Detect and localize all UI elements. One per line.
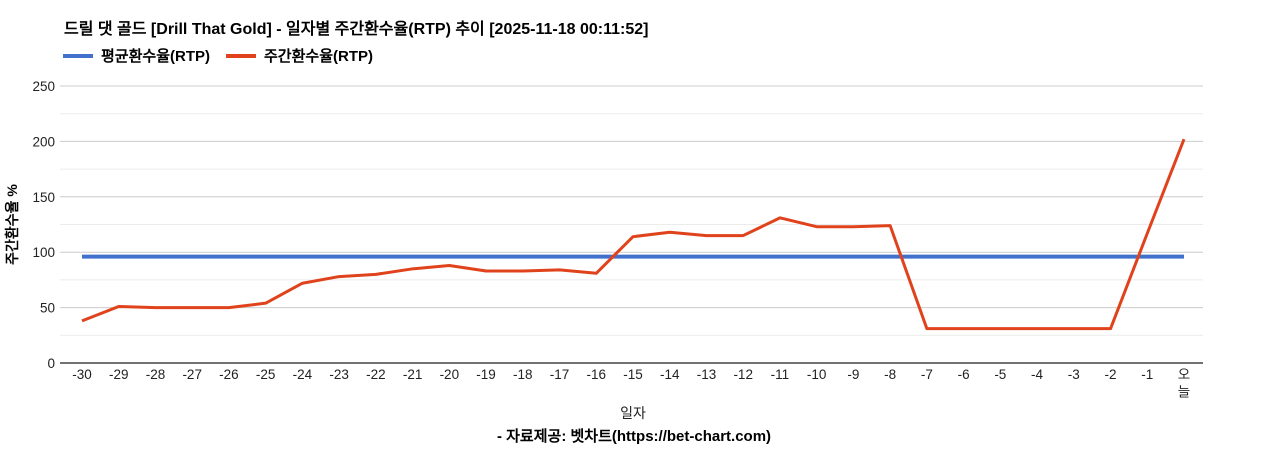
x-tick-label: -24 xyxy=(293,367,313,382)
x-axis-title: 일자 xyxy=(620,405,646,421)
legend: 평균환수율(RTP) 주간환수율(RTP) xyxy=(63,45,389,66)
x-tick-label: -28 xyxy=(146,367,166,382)
x-tick-label: -4 xyxy=(1031,367,1043,382)
x-tick-label: -29 xyxy=(109,367,129,382)
x-tick-label: -27 xyxy=(182,367,202,382)
x-tick-label: -16 xyxy=(587,367,607,382)
footer-credit: - 자료제공: 벳차트(https://bet-chart.com) xyxy=(496,428,772,445)
legend-item-weekly-rtp: 주간환수율(RTP) xyxy=(226,45,373,66)
x-tick-label: -17 xyxy=(550,367,570,382)
y-tick-label: 200 xyxy=(32,134,55,149)
x-tick-label: -23 xyxy=(329,367,349,382)
x-tick-label: -15 xyxy=(623,367,643,382)
x-tick-label: -30 xyxy=(72,367,92,382)
x-tick-label: -12 xyxy=(733,367,753,382)
y-tick-label: 0 xyxy=(47,356,55,371)
x-tick-label: -6 xyxy=(958,367,970,382)
x-tick-label: -7 xyxy=(921,367,933,382)
x-tick-label: -13 xyxy=(697,367,717,382)
x-tick-label: -11 xyxy=(771,367,790,382)
x-tick-label: -10 xyxy=(807,367,827,382)
legend-label-average: 평균환수율(RTP) xyxy=(101,48,210,65)
chart-title: 드릴 댓 골드 [Drill That Gold] - 일자별 주간환수율(RT… xyxy=(64,21,649,38)
x-tick-label: -14 xyxy=(660,367,680,382)
x-tick-label: -25 xyxy=(256,367,276,382)
x-tick-label: -18 xyxy=(513,367,533,382)
y-tick-label: 50 xyxy=(40,301,55,316)
legend-item-average-rtp: 평균환수율(RTP) xyxy=(63,45,210,66)
x-tick-label: -1 xyxy=(1141,367,1153,382)
y-tick-label: 250 xyxy=(32,79,55,94)
y-tick-label: 150 xyxy=(32,190,55,205)
y-tick-label: 100 xyxy=(32,245,55,260)
y-axis-title: 주간환수율 % xyxy=(4,184,20,265)
x-tick-label: -5 xyxy=(994,367,1006,382)
x-tick-label: -3 xyxy=(1068,367,1080,382)
x-tick-label: -8 xyxy=(884,367,896,382)
legend-line-swatch-weekly xyxy=(226,53,256,58)
x-tick-label: -21 xyxy=(403,367,423,382)
weekly-rtp-line xyxy=(81,138,1186,331)
legend-line-swatch-average xyxy=(63,53,93,58)
x-tick-label: -22 xyxy=(366,367,386,382)
x-tick-label: -19 xyxy=(476,367,496,382)
x-tick-label: -20 xyxy=(440,367,460,382)
legend-label-weekly: 주간환수율(RTP) xyxy=(264,48,373,65)
x-tick-label: -2 xyxy=(1105,367,1117,382)
x-tick-label: -9 xyxy=(847,367,859,382)
x-tick-label: -26 xyxy=(219,367,239,382)
